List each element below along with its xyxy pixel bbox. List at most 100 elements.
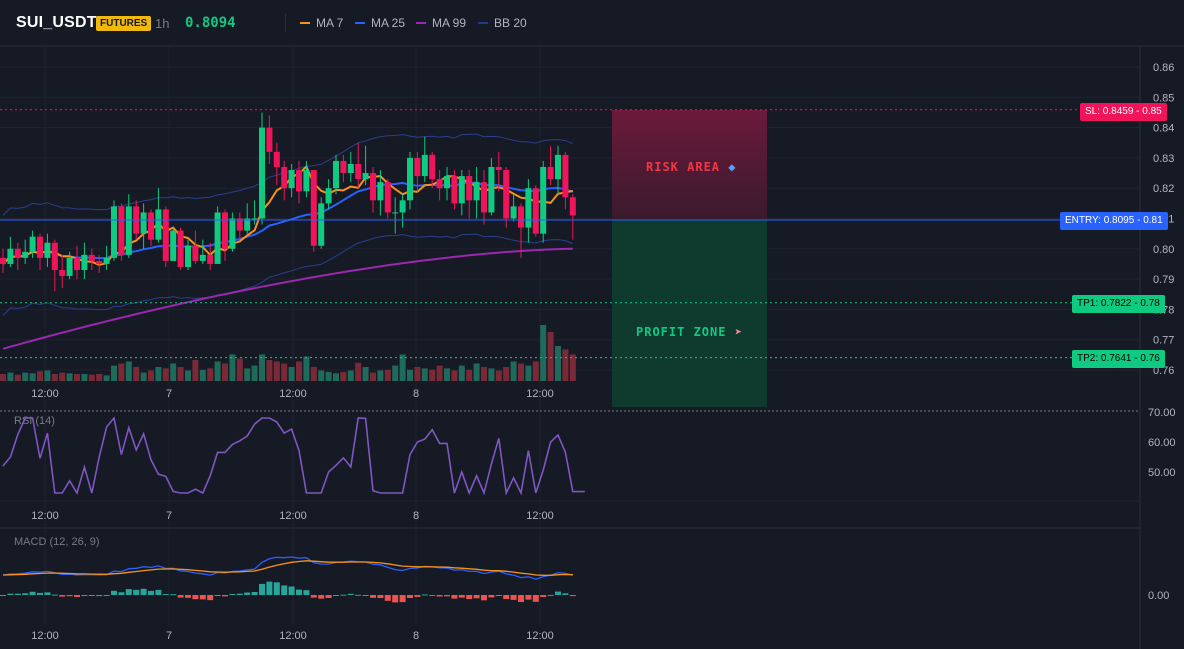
chart-header: SUI_USDT FUTURES 1h 0.8094 MA 7 MA 25 MA… — [0, 0, 1184, 46]
candle-body-24 — [177, 230, 184, 267]
candle-body-34 — [251, 218, 258, 220]
candle-body-49 — [362, 173, 369, 180]
candle-body-63 — [466, 176, 473, 201]
macd-hist-32 — [236, 593, 243, 595]
volume-bar-63 — [466, 369, 473, 381]
candle-body-5 — [37, 236, 43, 258]
volume-bar-21 — [155, 367, 162, 381]
macd-hist-27 — [199, 595, 206, 600]
volume-bar-44 — [325, 371, 332, 381]
entry-label[interactable]: ENTRY: 0.8095 - 0.81 — [1060, 212, 1168, 230]
candle-body-0 — [0, 257, 6, 264]
volume-bar-0 — [0, 374, 6, 381]
header-divider — [285, 14, 286, 32]
candle-body-65 — [481, 182, 487, 213]
macd-hist-53 — [392, 595, 399, 603]
macd-hist-41 — [303, 590, 310, 595]
volume-bar-7 — [51, 374, 58, 381]
volume-bar-10 — [74, 374, 80, 381]
candle-body-11 — [81, 254, 88, 271]
macd-hist-52 — [384, 595, 391, 601]
macd-hist-14 — [103, 595, 110, 596]
tp1-label[interactable]: TP1: 0.7822 - 0.78 — [1072, 295, 1165, 313]
volume-bar-46 — [340, 371, 347, 381]
candle-body-22 — [162, 209, 169, 261]
sl-label[interactable]: SL: 0.8459 - 0.85 — [1080, 103, 1167, 121]
macd-hist-15 — [111, 590, 117, 595]
macd-hist-59 — [436, 595, 443, 597]
candle-body-6 — [44, 242, 51, 258]
volume-bar-42 — [310, 367, 317, 381]
volume-bar-52 — [384, 369, 391, 381]
timeframe[interactable]: 1h — [155, 16, 170, 31]
volume-bar-11 — [81, 374, 88, 381]
price-tick-9: 0.77 — [1153, 335, 1174, 347]
candle-body-74 — [547, 166, 554, 180]
candle-body-7 — [51, 242, 58, 271]
legend-ma7[interactable]: MA 7 — [300, 16, 343, 30]
risk-area-text: RISK AREA — [646, 160, 721, 174]
volume-bar-49 — [362, 367, 369, 381]
candle-body-57 — [421, 154, 428, 177]
rsi-title: RSI (14) — [14, 415, 55, 427]
legend-bb20[interactable]: BB 20 — [478, 16, 527, 30]
macd-hist-42 — [310, 595, 317, 598]
legend-ma25-label: MA 25 — [371, 16, 406, 30]
volume-bar-25 — [185, 370, 191, 381]
entry-axis: 0.81 — [1143, 215, 1163, 226]
volume-bar-32 — [236, 358, 243, 381]
candle-body-9 — [66, 257, 73, 277]
macd-signal-line — [2, 560, 573, 576]
price-tick-4: 0.82 — [1153, 183, 1174, 195]
macd-hist-57 — [421, 594, 428, 596]
macd-hist-77 — [569, 595, 576, 597]
candle-body-1 — [7, 248, 14, 264]
macd-hist-11 — [81, 595, 88, 597]
candle-body-54 — [399, 200, 406, 213]
macd-hist-13 — [96, 595, 103, 597]
macd-hist-63 — [466, 595, 473, 600]
candle-body-37 — [273, 151, 280, 167]
macd-hist-67 — [495, 595, 502, 596]
ma99-line — [2, 247, 573, 350]
symbol-name[interactable]: SUI_USDT — [16, 14, 97, 31]
macd-hist-45 — [333, 595, 339, 596]
macd-hist-12 — [88, 595, 95, 596]
volume-bar-19 — [140, 372, 147, 381]
candle-body-36 — [266, 127, 273, 152]
tp2-label[interactable]: TP2: 0.7641 - 0.76 — [1072, 350, 1165, 368]
legend-ma99[interactable]: MA 99 — [416, 16, 466, 30]
candle-body-47 — [347, 163, 354, 174]
volume-bar-59 — [436, 365, 443, 381]
macd-hist-70 — [518, 595, 524, 603]
bb-lower — [2, 233, 573, 316]
volume-bar-72 — [532, 361, 539, 381]
tp1-text: TP1: 0.7822 — [1077, 298, 1132, 309]
candle-body-59 — [436, 179, 443, 189]
legend-ma99-label: MA 99 — [432, 16, 467, 30]
macd-hist-17 — [125, 589, 132, 595]
candle-body-30 — [222, 212, 228, 249]
macd-hist-24 — [177, 595, 184, 598]
macd-hist-2 — [14, 593, 21, 595]
macd-hist-33 — [244, 592, 251, 595]
legend-ma25[interactable]: MA 25 — [355, 16, 405, 30]
candle-body-13 — [96, 260, 103, 264]
volume-bar-24 — [177, 367, 184, 381]
macd-hist-4 — [29, 591, 36, 595]
candle-body-58 — [429, 154, 436, 180]
volume-bar-14 — [103, 375, 110, 381]
macd-hist-66 — [488, 595, 495, 598]
volume-bar-23 — [170, 363, 177, 381]
macd-hist-37 — [273, 582, 280, 595]
time-label-1-4: 12:00 — [526, 510, 554, 522]
macd-hist-34 — [251, 591, 258, 595]
macd-hist-68 — [503, 595, 510, 600]
macd-hist-5 — [37, 592, 43, 595]
candle-body-66 — [488, 166, 495, 213]
time-label-0-2: 12:00 — [279, 388, 307, 400]
volume-bar-71 — [525, 365, 532, 381]
time-label-0-1: 7 — [166, 388, 172, 400]
candle-body-20 — [148, 212, 154, 240]
